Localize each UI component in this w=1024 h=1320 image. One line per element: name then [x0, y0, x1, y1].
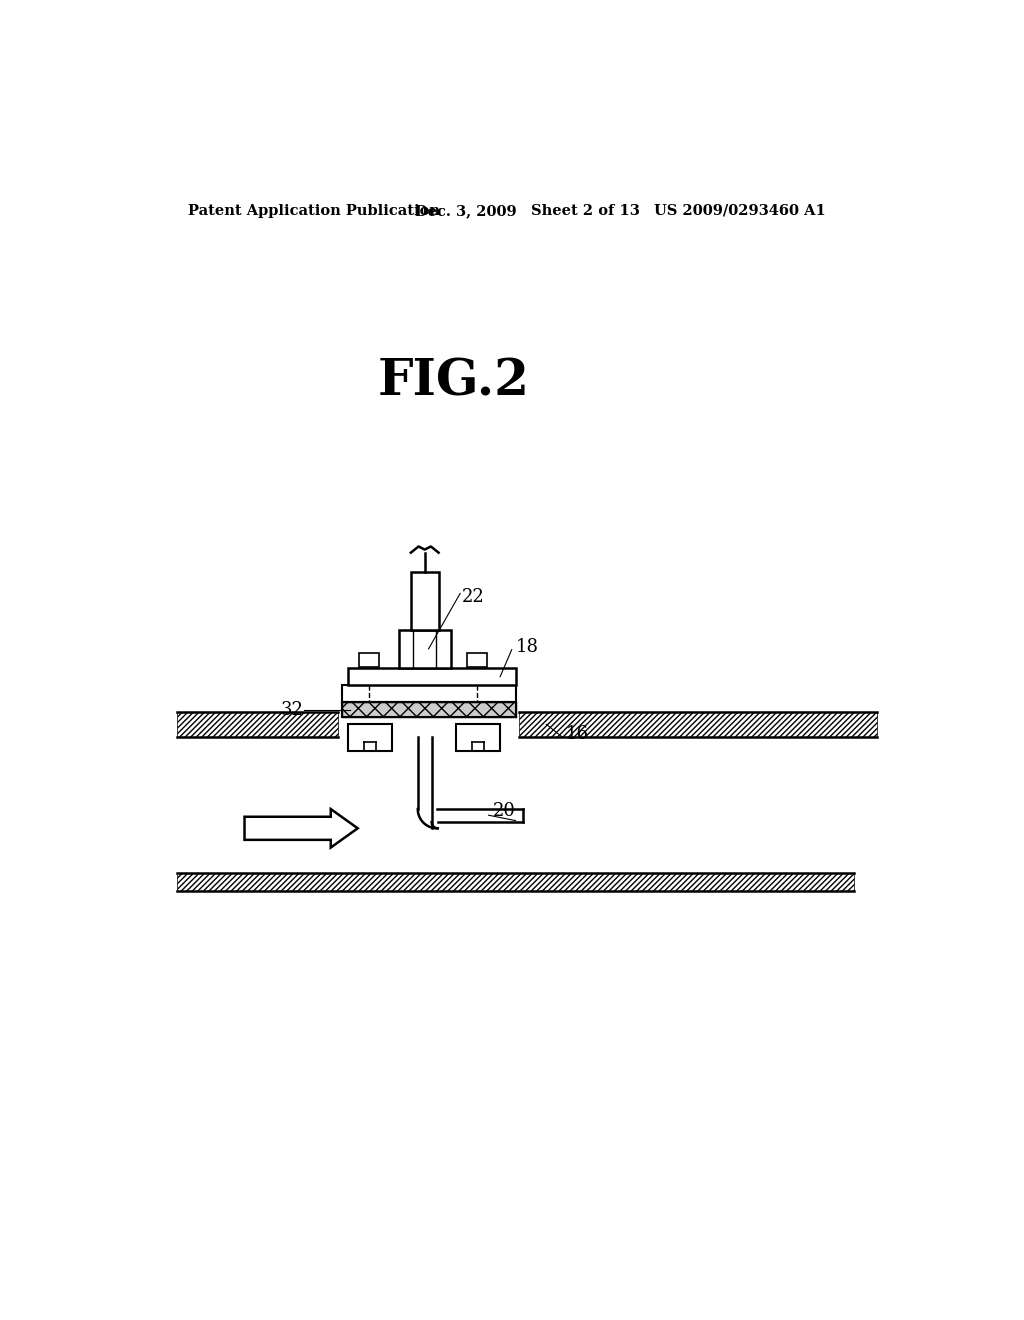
Bar — [342, 685, 515, 702]
Bar — [348, 668, 515, 685]
Bar — [359, 671, 379, 685]
Text: Patent Application Publication: Patent Application Publication — [188, 203, 440, 218]
Bar — [411, 572, 438, 630]
Bar — [467, 653, 487, 667]
Text: Sheet 2 of 13: Sheet 2 of 13 — [531, 203, 640, 218]
Bar — [348, 725, 392, 751]
Text: 20: 20 — [493, 803, 515, 820]
Bar — [456, 725, 500, 751]
Text: FIG.2: FIG.2 — [378, 358, 530, 407]
Bar — [398, 630, 451, 668]
Bar — [359, 653, 379, 667]
Text: 16: 16 — [565, 726, 589, 743]
Text: US 2009/0293460 A1: US 2009/0293460 A1 — [654, 203, 826, 218]
Bar — [342, 702, 515, 718]
Bar — [177, 873, 854, 891]
Text: Dec. 3, 2009: Dec. 3, 2009 — [416, 203, 517, 218]
Text: 18: 18 — [515, 639, 539, 656]
FancyArrow shape — [245, 809, 357, 847]
Text: 32: 32 — [281, 701, 304, 718]
Bar — [467, 671, 487, 685]
Bar — [177, 711, 339, 737]
Bar — [519, 711, 878, 737]
Text: 22: 22 — [462, 589, 484, 606]
